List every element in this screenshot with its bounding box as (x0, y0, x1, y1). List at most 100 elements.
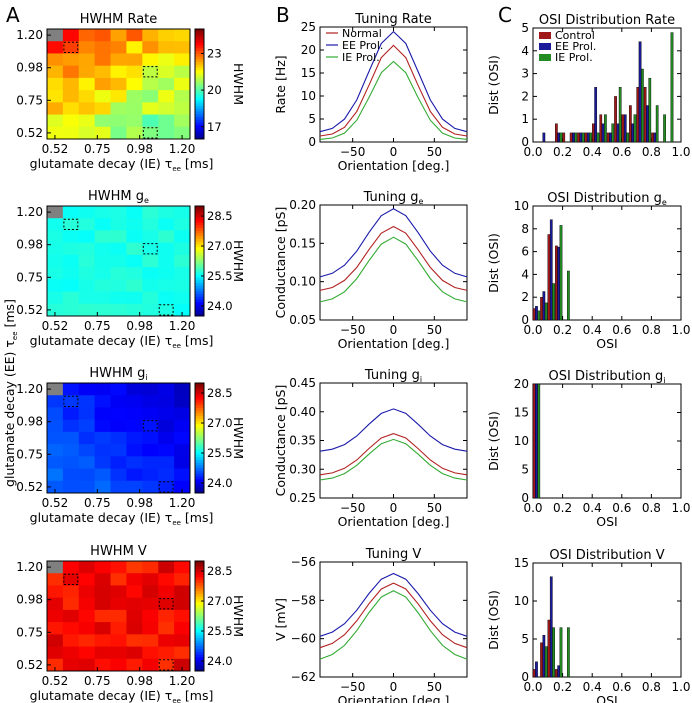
heatmap-cell (110, 646, 127, 660)
colorbar-step (195, 64, 204, 68)
colorbar-step (195, 583, 204, 587)
x-tick-label: −50 (340, 145, 365, 159)
colorbar-step (195, 662, 204, 666)
bar-2 (567, 270, 570, 321)
heatmap-cell (62, 480, 80, 494)
series-line-0 (319, 433, 468, 476)
colorbar-step (195, 45, 204, 49)
panel-label-a: A (6, 3, 20, 27)
y-tick-label: 10 (301, 89, 316, 103)
colorbar-step (195, 388, 204, 392)
bar-1 (653, 132, 657, 143)
heatmap-cell (110, 254, 127, 268)
bar-0 (584, 132, 588, 143)
colorbar-step (195, 128, 204, 132)
heatmap-cell (47, 206, 64, 219)
colorbar-step (195, 440, 204, 444)
x-tick-label: 0.8 (642, 323, 661, 337)
y-tick-label: 1.20 (16, 382, 43, 396)
colorbar-step (195, 465, 204, 469)
series-line-2 (319, 236, 468, 303)
x-tick-label: 0.6 (612, 145, 631, 159)
y-tick-label: 0.75 (16, 447, 43, 461)
chart-title: HWHM ge (88, 189, 149, 205)
heatmap-cell (62, 230, 80, 244)
y-tick-label: 15 (301, 66, 316, 80)
heatmap-cell (158, 634, 175, 648)
colorbar-step (195, 34, 204, 38)
heatmap-cell (142, 622, 159, 635)
chart-title: OSI Distribution V (549, 548, 664, 563)
heatmap-cell (94, 573, 112, 586)
heatmap-cell (158, 303, 175, 317)
heatmap-cell (158, 444, 175, 457)
heatmap-cell (47, 242, 64, 256)
heatmap-cell (62, 444, 80, 457)
chart-title: Tuning ge (363, 190, 424, 206)
y-tick-label: 0.15 (289, 236, 316, 250)
y-tick-label: 20 (514, 377, 529, 391)
colorbar-step (195, 638, 204, 642)
heatmap-cell (62, 65, 80, 79)
panel-label-b: B (276, 3, 290, 27)
heatmap-cell (174, 609, 191, 623)
heatmap-cell (158, 658, 175, 672)
legend-label: EE Prol. (555, 40, 596, 53)
colorbar-step (195, 490, 204, 494)
x-tick-label: 0.98 (126, 674, 153, 688)
heatmap-cell (142, 468, 159, 482)
heatmap-cell (47, 395, 64, 408)
x-tick-label: 1.0 (671, 680, 690, 694)
colorbar-step (195, 78, 204, 82)
heatmap-cell (126, 383, 143, 396)
colorbar-tick-label: 28.5 (207, 386, 233, 400)
heatmap-cell (110, 444, 127, 457)
colorbar-step (195, 51, 204, 55)
heatmap-cell (142, 585, 159, 599)
bar-2 (544, 646, 548, 678)
colorbar-step (195, 613, 204, 617)
x-tick-label: 1.20 (169, 496, 196, 510)
heatmap-cell (62, 77, 80, 91)
colorbar-step (195, 106, 204, 110)
y-tick-label: 0.52 (16, 658, 43, 672)
heatmap-cell (142, 242, 159, 256)
colorbar-step (195, 291, 204, 295)
colorbar-step (195, 487, 204, 491)
colorbar-step (195, 668, 204, 672)
y-axis-label: Rate [Hz] (273, 55, 288, 113)
x-tick-label: 0 (390, 323, 398, 337)
colorbar-step (195, 479, 204, 483)
heatmap-cell (78, 267, 96, 280)
heatmap-cell (174, 242, 191, 256)
heatmap-cell (174, 254, 191, 268)
heatmap-cell (174, 431, 191, 445)
heatmap-cell (94, 407, 112, 421)
x-tick-label: 0.75 (84, 319, 111, 333)
heatmap-cell (94, 303, 112, 317)
heatmap-cell (78, 456, 96, 470)
heatmap-cell (142, 431, 159, 445)
axes-frame (46, 560, 191, 672)
x-tick-label: 1.0 (671, 501, 690, 515)
bar-0 (621, 114, 625, 143)
colorbar-step (195, 307, 204, 311)
heatmap-cell (142, 407, 159, 421)
heatmap-cell (110, 218, 127, 231)
heatmap-cell (110, 279, 127, 293)
colorbar-step (195, 133, 204, 137)
colorbar-tick-label: 23 (207, 46, 222, 60)
y-tick-label: 20 (301, 43, 316, 57)
heatmap-cell (94, 480, 112, 494)
y-tick-label: 0.40 (289, 405, 316, 419)
heatmap-cell (142, 126, 159, 140)
heatmap-cell (78, 395, 96, 408)
bar-0 (540, 642, 543, 678)
bar-2 (648, 77, 652, 143)
colorbar-step (195, 272, 204, 276)
colorbar-step (195, 421, 204, 425)
legend-swatch (539, 54, 551, 61)
heatmap-cell (94, 206, 112, 219)
x-tick-label: 0 (390, 145, 398, 159)
series-line-0 (319, 582, 468, 649)
